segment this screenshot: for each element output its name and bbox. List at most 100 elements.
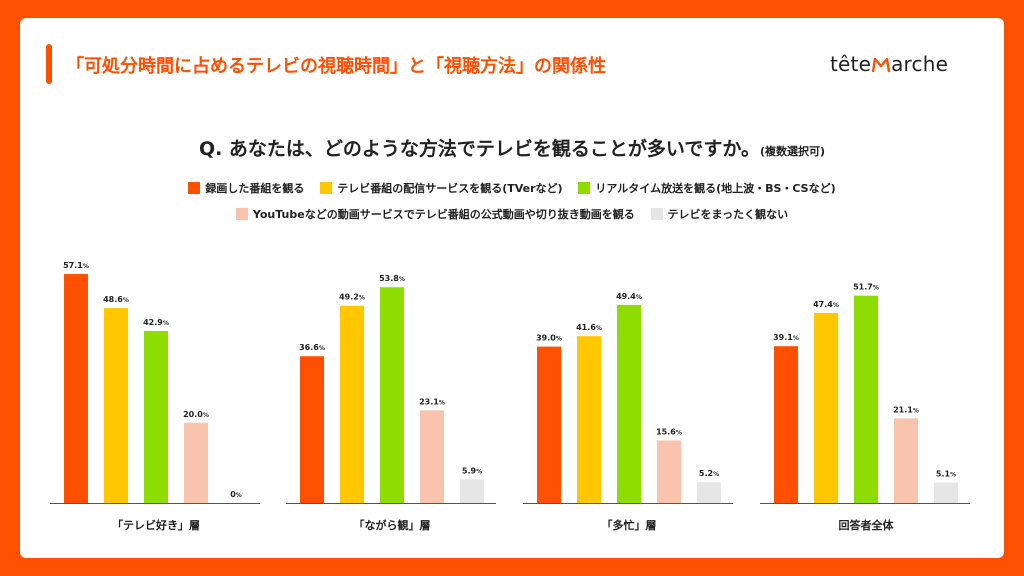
data-label-value: 21.1 <box>893 405 913 414</box>
data-label-value: 36.6 <box>299 343 319 352</box>
data-label-unit: % <box>399 276 405 283</box>
data-label: 5.2% <box>699 469 719 478</box>
data-label-value: 23.1 <box>419 397 439 406</box>
data-label: 49.2% <box>339 293 365 302</box>
legend-label: テレビ番組の配信サービスを観る(TVerなど) <box>337 182 563 195</box>
data-label-unit: % <box>359 295 365 302</box>
data-label-unit: % <box>236 492 242 499</box>
question-note: (複数選択可) <box>759 145 826 158</box>
legend-row-2: YouTubeなどの動画サービスでテレビ番組の公式動画や切り抜き動画を観る テレ… <box>0 206 1024 222</box>
data-label-value: 49.4 <box>616 292 636 301</box>
data-label: 39.0% <box>536 334 562 343</box>
data-label-unit: % <box>793 335 799 342</box>
data-label-unit: % <box>913 407 919 414</box>
data-label: 49.4% <box>616 292 642 301</box>
data-label: 41.6% <box>576 323 602 332</box>
bar <box>577 336 601 503</box>
bar <box>617 304 641 503</box>
bar <box>340 305 364 503</box>
data-label-value: 5.1 <box>936 470 951 479</box>
bar <box>894 418 918 503</box>
bar <box>657 440 681 503</box>
data-label: 20.0% <box>183 410 209 419</box>
data-label: 21.1% <box>893 405 919 414</box>
data-label: 5.9% <box>462 466 482 475</box>
bar <box>104 308 128 503</box>
data-label-value: 42.9 <box>143 318 163 327</box>
bar <box>774 346 798 503</box>
data-label-value: 49.2 <box>339 293 359 302</box>
legend-item-realtime: リアルタイム放送を観る(地上波・BS・CSなど) <box>578 180 836 196</box>
data-label-unit: % <box>950 472 956 479</box>
bar <box>64 274 88 503</box>
legend-label: テレビをまったく観ない <box>667 208 789 221</box>
brand-logo: tête arche <box>830 52 948 76</box>
data-label-value: 51.7 <box>853 283 873 292</box>
data-label-unit: % <box>439 399 445 406</box>
data-label-value: 39.0 <box>536 334 556 343</box>
bar <box>420 410 444 503</box>
legend-item-streaming: テレビ番組の配信サービスを観る(TVerなど) <box>320 180 563 196</box>
data-label-unit: % <box>833 302 839 309</box>
bar <box>854 295 878 503</box>
category-label: 回答者全体 <box>839 518 895 532</box>
legend-item-recorded: 録画した番組を観る <box>188 180 304 196</box>
data-label-unit: % <box>203 412 209 419</box>
page-title: 「可処分時間に占めるテレビの視聴時間」と「視聴方法」の関係性 <box>66 56 606 77</box>
data-label-unit: % <box>476 468 482 475</box>
data-label: 53.8% <box>379 274 405 283</box>
data-label: 48.6% <box>103 295 129 304</box>
data-label-value: 48.6 <box>103 295 123 304</box>
category-label: 「ながら観」層 <box>354 518 431 532</box>
data-label-value: 41.6 <box>576 323 596 332</box>
legend-label: リアルタイム放送を観る(地上波・BS・CSなど) <box>595 182 836 195</box>
legend-swatch <box>188 182 201 194</box>
data-label: 51.7% <box>853 283 879 292</box>
bar <box>144 330 168 503</box>
data-label-value: 53.8 <box>379 274 399 283</box>
question-text: Q. あなたは、どのような方法でテレビを観ることが多いですか。 <box>198 138 760 160</box>
data-label: 5.1% <box>936 470 956 479</box>
data-label-value: 5.2 <box>699 469 713 478</box>
category-label: 「多忙」層 <box>602 518 657 532</box>
legend-label: YouTubeなどの動画サービスでテレビ番組の公式動画や切り抜き動画を観る <box>252 208 635 221</box>
data-label-unit: % <box>556 336 562 343</box>
data-label-value: 15.6 <box>656 427 676 436</box>
legend-item-video-services: YouTubeなどの動画サービスでテレビ番組の公式動画や切り抜き動画を観る <box>235 206 635 222</box>
brand-crown-icon <box>872 57 891 73</box>
bar <box>184 422 208 503</box>
data-label: 57.1% <box>63 261 89 270</box>
brand-logo-text-right: arche <box>891 52 949 76</box>
legend-swatch <box>320 182 333 194</box>
legend-label: 録画した番組を観る <box>205 182 305 195</box>
data-label: 36.6% <box>299 343 325 352</box>
data-label-value: 5.9 <box>462 466 477 475</box>
brand-logo-text-left: tête <box>830 52 872 76</box>
legend-swatch <box>650 208 663 220</box>
category-label: 「テレビ好き」層 <box>112 518 200 532</box>
data-label-unit: % <box>163 320 169 327</box>
legend-row-1: 録画した番組を観る テレビ番組の配信サービスを観る(TVerなど) リアルタイム… <box>0 180 1024 196</box>
data-label-unit: % <box>596 325 602 332</box>
data-label-unit: % <box>636 294 642 301</box>
data-label: 42.9% <box>143 318 169 327</box>
survey-question: Q. あなたは、どのような方法でテレビを観ることが多いですか。(複数選択可) <box>0 134 1024 161</box>
data-label-unit: % <box>83 263 89 270</box>
data-label-unit: % <box>873 285 879 292</box>
data-label: 39.1% <box>773 333 799 342</box>
data-label-unit: % <box>676 429 682 436</box>
data-label-value: 39.1 <box>773 333 793 342</box>
bar <box>380 287 404 503</box>
bar <box>934 482 958 503</box>
bar <box>460 479 484 503</box>
data-label: 47.4% <box>813 300 839 309</box>
bar <box>300 356 324 503</box>
legend-swatch <box>578 182 591 194</box>
data-label-value: 20.0 <box>183 410 203 419</box>
data-label-value: 0 <box>230 490 236 499</box>
legend-item-no-tv: テレビをまったく観ない <box>650 206 789 222</box>
bar <box>537 346 561 503</box>
data-label-value: 57.1 <box>63 261 83 270</box>
legend-swatch <box>235 208 248 220</box>
